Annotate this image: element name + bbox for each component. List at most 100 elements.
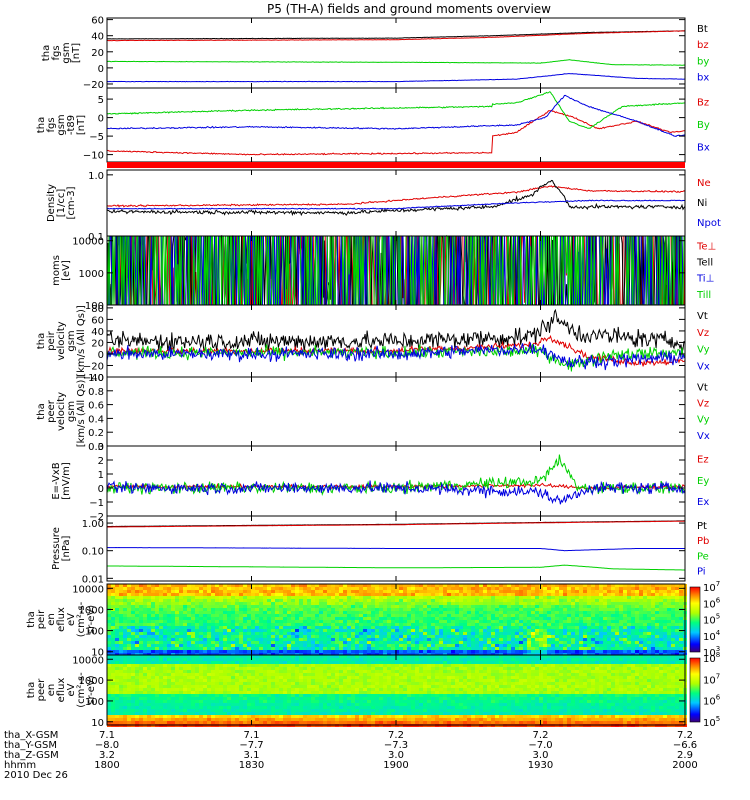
series-line-Vx — [106, 341, 686, 371]
y-axis-label-line: gsm — [61, 42, 72, 63]
colorbar-tick-label: 107 — [703, 580, 720, 594]
y-tick-label: 60 — [91, 16, 104, 27]
y-tick-label: 0.2 — [88, 428, 104, 439]
panel-frame — [106, 169, 686, 237]
legend-entry-Te⊥: Te⊥ — [696, 242, 716, 253]
legend-entry-Vt: Vt — [697, 311, 708, 322]
series-line-Ni — [106, 179, 686, 217]
y-axis-label-line: gsm — [56, 114, 67, 135]
colorbar-tick-label: 106 — [703, 694, 721, 708]
colorbar-10 — [689, 657, 701, 723]
y-tick-label: 10 — [91, 718, 104, 729]
ephemeris-value: 7.1 — [244, 730, 260, 741]
y-axis-label-line: [mV/m] — [61, 462, 72, 500]
series-line-Pe — [107, 564, 685, 571]
y-tick-label: −2 — [89, 512, 104, 523]
legend-entry-Bz: Bz — [697, 97, 709, 108]
series-line-by — [106, 59, 686, 66]
y-axis-label-line: [nPa] — [61, 535, 72, 561]
y-tick-label: 20 — [91, 338, 104, 349]
y-tick-label: 40 — [91, 327, 104, 338]
y-tick-label: 100 — [85, 627, 104, 638]
panel-frame — [106, 445, 686, 517]
y-axis-label: moms [eV] — [51, 255, 72, 286]
y-tick-label: −1 — [89, 498, 104, 509]
y-axis-label-line: [cm-3] — [66, 186, 77, 219]
y-tick-label: 40 — [91, 32, 104, 43]
y-tick-label: −10 — [83, 151, 104, 162]
y-axis-label-line: peer — [46, 399, 57, 423]
series-line-Ex — [106, 480, 686, 505]
y-axis-label: tha peer en eflux eV (cm²-s-sr-eV) — [26, 672, 97, 708]
y-axis-label-line: sr-eV) — [86, 675, 97, 704]
panel-2: 5 0 −5 −10 tha fgs gsm -t89 [nT] Bz By Bx — [36, 87, 710, 163]
y-tick-label: 0.4 — [88, 414, 104, 425]
y-axis-label-line: sr-eV) — [86, 605, 97, 634]
y-tick-label: 0.1 — [88, 232, 104, 243]
legend-entry-Vz: Vz — [697, 328, 709, 339]
y-tick-label: 20 — [91, 48, 104, 59]
y-tick-label: 80 — [91, 304, 104, 315]
y-axis-label-line: velocity — [56, 321, 67, 360]
legend-entry-Pe: Pe — [697, 551, 709, 562]
ephemeris-value: 7.2 — [388, 730, 404, 741]
y-axis-label-line: en — [46, 613, 57, 626]
ephemeris-value: −6.6 — [673, 740, 697, 751]
y-axis-label-line: [1/cc] — [56, 189, 67, 218]
series-line-Pt — [107, 520, 686, 528]
y-tick-label: 1000 — [79, 269, 104, 280]
panel-frame — [106, 376, 686, 447]
ephemeris-value: 2000 — [672, 760, 697, 771]
series-line-Ne — [106, 185, 686, 208]
panel-frame — [106, 17, 686, 89]
ephemeris-value: 3.0 — [533, 750, 549, 761]
series-line-bx — [106, 73, 685, 83]
series-line-Pi — [106, 546, 685, 552]
y-axis-label: tha fgs gsm [nT] — [41, 42, 82, 63]
panel-7: 3 2 1 0 −1 −2 E=-VxB [mV/m] Ez Ey Ex — [51, 442, 709, 523]
ephemeris-row-label: tha_Z-GSM — [4, 750, 59, 761]
y-tick-label: 3 — [98, 442, 104, 453]
y-axis-label-line: eflux — [56, 607, 67, 632]
y-axis-label-line: moms — [51, 255, 62, 286]
y-axis-label: Pressure [nPa] — [51, 527, 72, 570]
series-line-Vy — [106, 344, 686, 372]
legend-entry-Till: Till — [696, 290, 711, 301]
y-axis-label: tha fgs gsm -t89 [nT] — [36, 114, 87, 135]
y-tick-label: 0 — [98, 484, 104, 495]
ephemeris-value: 7.2 — [533, 730, 549, 741]
y-axis-label-line: fgs — [51, 45, 62, 60]
y-axis-label-line: gsm — [66, 401, 77, 422]
y-axis-label-line: eV — [66, 613, 77, 626]
y-tick-label: 1000 — [79, 676, 104, 687]
y-axis-label: tha peer velocity gsm [km/s (All Qs)] — [36, 376, 87, 448]
series-line-Pb — [107, 520, 686, 528]
legend-entry-Vz: Vz — [697, 399, 709, 410]
legend-entry-Ti⊥: Ti⊥ — [696, 274, 714, 285]
y-tick-label: 0 — [98, 114, 104, 125]
y-axis-label-line: en — [46, 684, 57, 697]
y-tick-label: 0 — [98, 350, 104, 361]
y-tick-label: 0.0 — [88, 442, 104, 453]
y-axis-label-line: tha — [26, 611, 37, 627]
y-tick-label: −20 — [83, 80, 104, 91]
y-axis-label-line: -t89 — [66, 115, 77, 135]
colorbar-tick-label: 107 — [703, 672, 720, 686]
legend-entry-Ne: Ne — [697, 178, 711, 189]
ephemeris-value: 3.0 — [388, 750, 404, 761]
panel-4: 10000 1000 100 moms [eV] Te⊥ Tell Ti⊥ Till — [51, 234, 716, 312]
legend-entry-Vy: Vy — [697, 415, 710, 426]
legend-entry-Pb: Pb — [697, 536, 709, 547]
ephemeris-row-label: tha_Y-GSM — [4, 740, 57, 751]
y-tick-label: 100 — [85, 301, 104, 312]
y-axis-label-line: [nT] — [76, 115, 87, 135]
y-axis-label-line: Pressure — [51, 527, 62, 570]
y-tick-label: 1.0 — [88, 171, 104, 182]
y-axis-label-line: E=-VxB — [51, 462, 62, 499]
ephemeris-date: 2010 Dec 26 — [4, 770, 68, 781]
y-axis-label-line: tha — [36, 117, 47, 133]
y-axis-label-line: (cm²-s- — [76, 601, 87, 637]
